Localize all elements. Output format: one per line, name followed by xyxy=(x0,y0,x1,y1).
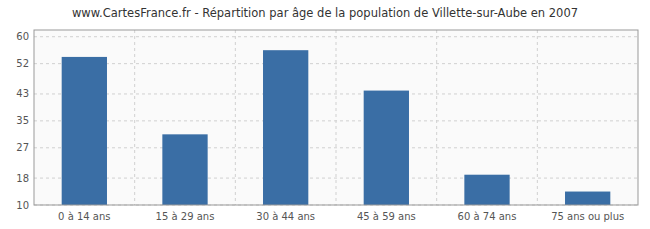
x-tick-label: 75 ans ou plus xyxy=(551,211,624,222)
bar xyxy=(364,91,409,205)
y-tick-label: 27 xyxy=(16,142,29,153)
y-tick-label: 60 xyxy=(16,31,29,42)
y-tick-label: 18 xyxy=(16,173,29,184)
bar xyxy=(162,134,207,205)
x-tick-label: 60 à 74 ans xyxy=(458,211,517,222)
bars xyxy=(62,50,611,205)
x-tick-label: 30 à 44 ans xyxy=(256,211,315,222)
category-separator xyxy=(134,30,135,205)
y-tick-label: 52 xyxy=(16,58,29,69)
grid-line xyxy=(34,178,638,179)
y-axis: 10 18 27 35 43 52 60 xyxy=(16,31,29,210)
x-tick-label: 0 à 14 ans xyxy=(58,211,110,222)
bar xyxy=(464,175,509,205)
grid-line xyxy=(34,93,638,94)
x-tick-label: 15 à 29 ans xyxy=(156,211,215,222)
plot-frame xyxy=(34,30,638,205)
chart-svg: www.CartesFrance.fr - Répartition par âg… xyxy=(0,0,650,229)
y-tick-label: 35 xyxy=(16,115,29,126)
bar xyxy=(263,50,308,205)
category-separator xyxy=(336,30,337,205)
bar xyxy=(565,192,610,205)
y-tick-label: 43 xyxy=(16,88,29,99)
page: {"chart_data": {"type": "bar", "title": … xyxy=(0,0,650,229)
grid-line xyxy=(34,147,638,148)
grid-line xyxy=(34,63,638,64)
title: www.CartesFrance.fr - Répartition par âg… xyxy=(72,6,578,20)
category-separator xyxy=(537,30,538,205)
bar xyxy=(62,57,107,205)
category-separator xyxy=(436,30,437,205)
y-tick-label: 10 xyxy=(16,200,29,211)
grid xyxy=(34,30,638,205)
plot-background xyxy=(34,30,638,205)
x-axis: 0 à 14 ans 15 à 29 ans 30 à 44 ans 45 à 59 … xyxy=(58,211,624,222)
category-separator xyxy=(235,30,236,205)
x-tick-label: 45 à 59 ans xyxy=(357,211,416,222)
chart-container: www.CartesFrance.fr - Répartition par âg… xyxy=(0,0,650,229)
